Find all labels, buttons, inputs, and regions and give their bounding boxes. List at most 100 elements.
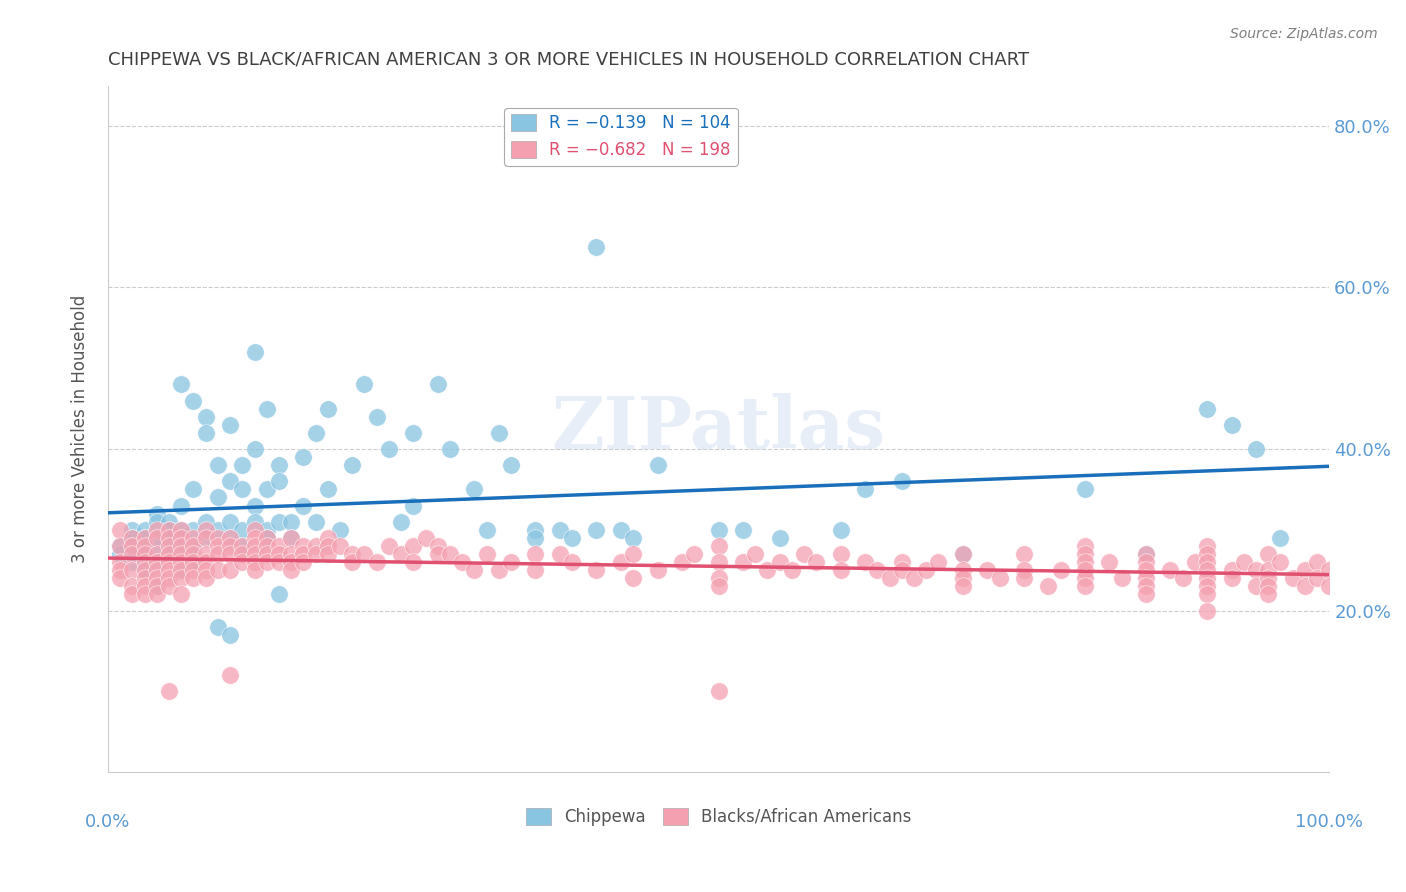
Point xyxy=(280,531,302,545)
Point xyxy=(121,531,143,545)
Point xyxy=(219,531,242,545)
Point xyxy=(146,515,169,529)
Point xyxy=(219,539,242,553)
Point xyxy=(1135,547,1157,561)
Point xyxy=(1135,571,1157,585)
Point xyxy=(1111,571,1133,585)
Point xyxy=(157,579,180,593)
Point xyxy=(1294,579,1316,593)
Point xyxy=(585,563,607,577)
Point xyxy=(207,539,229,553)
Point xyxy=(219,475,242,489)
Point xyxy=(207,620,229,634)
Point xyxy=(610,555,633,569)
Point xyxy=(1306,555,1329,569)
Point xyxy=(243,499,266,513)
Point xyxy=(157,547,180,561)
Point xyxy=(256,531,278,545)
Point xyxy=(1197,587,1219,601)
Point xyxy=(121,531,143,545)
Point xyxy=(280,555,302,569)
Point xyxy=(183,539,205,553)
Point xyxy=(1197,579,1219,593)
Point xyxy=(1317,563,1340,577)
Point xyxy=(157,563,180,577)
Point xyxy=(170,523,193,537)
Point xyxy=(231,555,253,569)
Point xyxy=(183,563,205,577)
Point xyxy=(267,475,290,489)
Point xyxy=(146,579,169,593)
Point xyxy=(524,523,547,537)
Point xyxy=(316,531,339,545)
Point xyxy=(952,547,974,561)
Point xyxy=(183,547,205,561)
Point xyxy=(1098,555,1121,569)
Point xyxy=(134,539,156,553)
Point xyxy=(316,401,339,416)
Point xyxy=(793,547,815,561)
Point xyxy=(1281,571,1303,585)
Point xyxy=(1257,563,1279,577)
Point xyxy=(170,539,193,553)
Point xyxy=(194,409,217,424)
Point xyxy=(243,547,266,561)
Point xyxy=(524,531,547,545)
Point xyxy=(194,515,217,529)
Point xyxy=(243,442,266,456)
Point xyxy=(280,547,302,561)
Point xyxy=(451,555,474,569)
Point xyxy=(121,539,143,553)
Point xyxy=(1270,531,1292,545)
Point xyxy=(769,531,792,545)
Point xyxy=(170,377,193,392)
Point xyxy=(879,571,901,585)
Point xyxy=(121,555,143,569)
Point xyxy=(256,539,278,553)
Point xyxy=(621,547,644,561)
Point xyxy=(219,417,242,432)
Point xyxy=(329,523,352,537)
Point xyxy=(194,563,217,577)
Point xyxy=(1074,539,1097,553)
Point xyxy=(769,555,792,569)
Point xyxy=(1257,571,1279,585)
Point xyxy=(280,515,302,529)
Point xyxy=(488,563,510,577)
Point xyxy=(292,539,315,553)
Point xyxy=(830,563,852,577)
Point xyxy=(671,555,693,569)
Point xyxy=(915,563,938,577)
Point xyxy=(134,523,156,537)
Point xyxy=(1184,555,1206,569)
Point xyxy=(243,515,266,529)
Point xyxy=(292,555,315,569)
Point xyxy=(304,547,326,561)
Point xyxy=(146,555,169,569)
Point xyxy=(316,483,339,497)
Point xyxy=(183,555,205,569)
Point xyxy=(1012,563,1035,577)
Point xyxy=(402,425,425,440)
Point xyxy=(1257,579,1279,593)
Point xyxy=(183,523,205,537)
Point xyxy=(780,563,803,577)
Point xyxy=(280,563,302,577)
Text: CHIPPEWA VS BLACK/AFRICAN AMERICAN 3 OR MORE VEHICLES IN HOUSEHOLD CORRELATION C: CHIPPEWA VS BLACK/AFRICAN AMERICAN 3 OR … xyxy=(108,51,1029,69)
Point xyxy=(170,531,193,545)
Point xyxy=(157,531,180,545)
Point xyxy=(207,531,229,545)
Point xyxy=(1135,563,1157,577)
Point xyxy=(219,515,242,529)
Point xyxy=(585,240,607,254)
Point xyxy=(988,571,1011,585)
Point xyxy=(170,587,193,601)
Point xyxy=(647,563,669,577)
Point xyxy=(256,555,278,569)
Point xyxy=(134,547,156,561)
Point xyxy=(194,571,217,585)
Point xyxy=(231,539,253,553)
Point xyxy=(316,539,339,553)
Point xyxy=(1244,442,1267,456)
Point xyxy=(146,547,169,561)
